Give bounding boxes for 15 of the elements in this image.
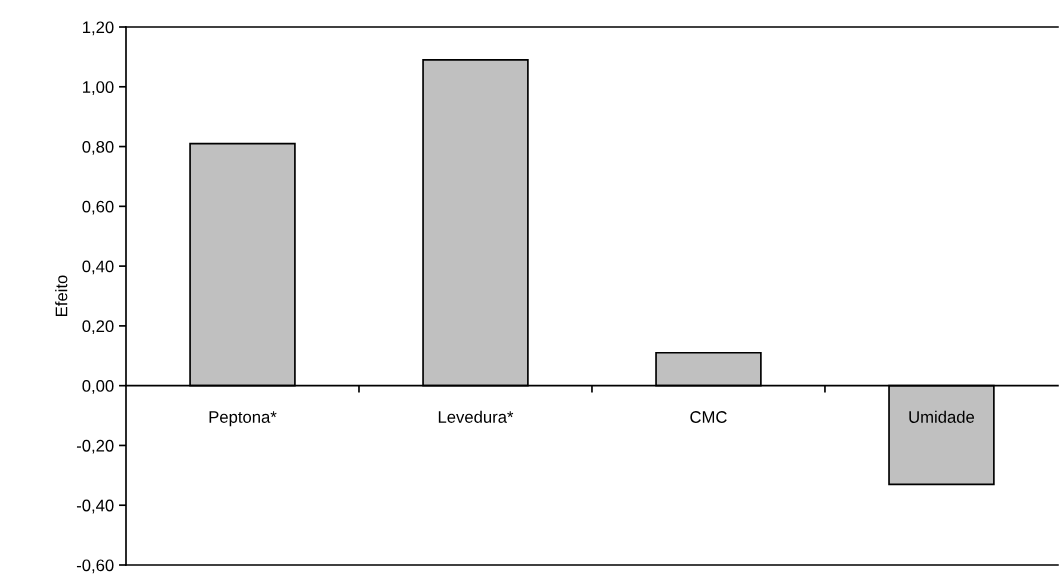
y-tick-label: 0,60 (82, 200, 114, 215)
y-tick-label: 1,20 (83, 21, 114, 36)
y-axis-title: Efeito (55, 275, 68, 316)
y-tick-label: 0,20 (82, 320, 114, 335)
y-tick-label: -0,60 (76, 559, 114, 574)
x-tick-label: Peptona* (209, 411, 277, 427)
x-tick-label: CMC (690, 411, 727, 423)
x-tick-label: Umidade (909, 410, 975, 423)
y-tick-label: 0,00 (82, 380, 114, 394)
y-tick-label: 1,00 (83, 81, 114, 95)
y-tick-label: 0,40 (82, 260, 114, 275)
x-tick-label: Levedura* (438, 410, 514, 423)
y-tick-label: -0,20 (76, 439, 114, 454)
y-tick-label: -0,40 (76, 499, 114, 514)
y-tick-label: 0,80 (82, 140, 114, 155)
